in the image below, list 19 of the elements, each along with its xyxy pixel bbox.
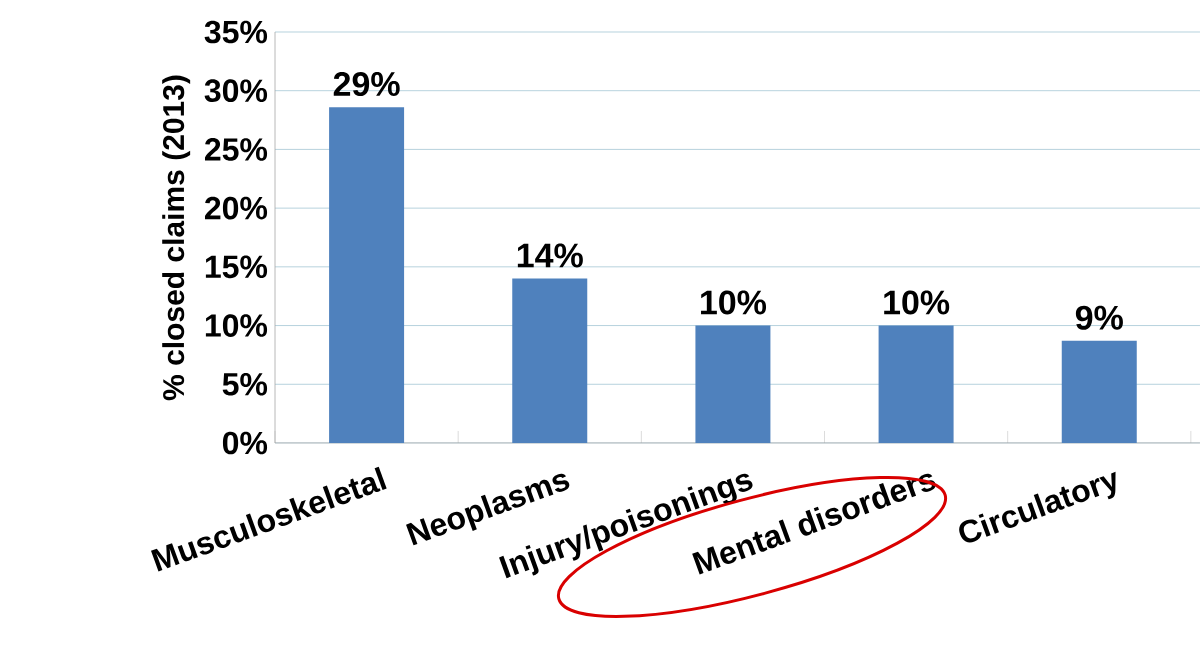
y-tick-label: 20% <box>204 196 268 220</box>
bar <box>878 325 954 443</box>
data-label: 14% <box>517 243 583 268</box>
y-tick-label: 15% <box>205 255 268 279</box>
y-tick-label: 25% <box>204 138 268 161</box>
y-tick-label: 5% <box>222 372 268 396</box>
y-tick-label: 30% <box>204 79 268 103</box>
bar <box>329 107 405 443</box>
bar <box>695 325 771 443</box>
bar <box>512 278 588 443</box>
y-tick-label: 0% <box>222 431 268 455</box>
bar <box>1061 340 1137 443</box>
data-label: 9% <box>1075 305 1123 330</box>
data-label: 29% <box>333 72 400 97</box>
data-label: 10% <box>701 290 767 315</box>
y-tick-label: 10% <box>205 314 268 337</box>
y-axis-title: % closed claims (2013) <box>162 75 191 401</box>
data-label: 10% <box>884 290 950 315</box>
y-tick-label: 35% <box>204 20 268 44</box>
